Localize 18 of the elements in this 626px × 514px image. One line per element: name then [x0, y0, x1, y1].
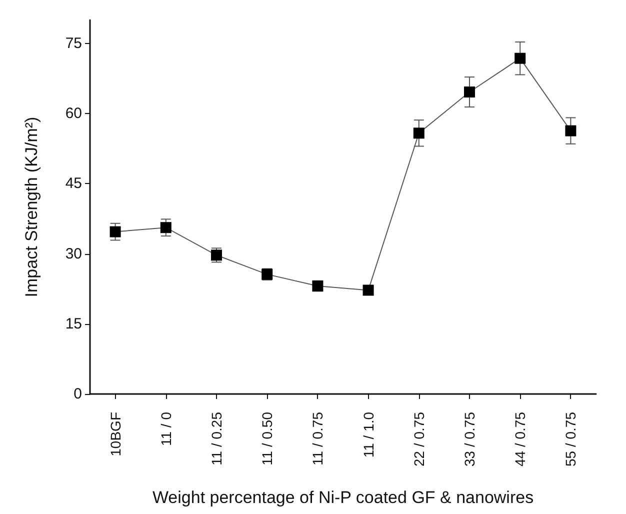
- x-tick-label: 11 / 1.0: [360, 412, 376, 458]
- y-tick-label: 15: [65, 315, 82, 332]
- x-tick-label: 33 / 0.75: [462, 412, 478, 466]
- x-tick-label: 10BGF: [107, 412, 124, 456]
- y-tick-label: 60: [65, 105, 82, 122]
- y-tick-label: 0: [74, 386, 82, 402]
- x-tick-label: 55 / 0.75: [562, 412, 579, 466]
- x-axis-title: Weight percentage of Ni-P coated GF & nanowires: [152, 488, 534, 507]
- y-tick-label: 45: [65, 175, 82, 192]
- x-tick-label: 11 / 0.25: [208, 412, 224, 466]
- y-axis-title: Impact Strength (KJ/m²): [22, 116, 41, 298]
- x-tick-label: 11 / 0.75: [310, 412, 326, 466]
- x-tick-label: 22 / 0.75: [410, 412, 427, 466]
- x-tick-label: 11 / 0.50: [259, 412, 276, 466]
- x-tick-label: 11 / 0: [158, 412, 174, 446]
- y-tick-label: 30: [65, 245, 82, 262]
- y-tick-label: 75: [65, 34, 82, 52]
- x-tick-label: 44 / 0.75: [512, 412, 528, 466]
